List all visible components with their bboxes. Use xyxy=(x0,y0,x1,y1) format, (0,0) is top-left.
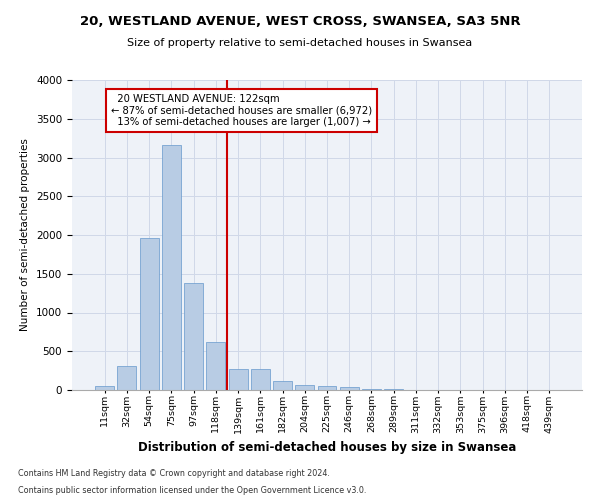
Bar xyxy=(273,382,292,390)
Bar xyxy=(251,370,270,390)
Bar xyxy=(184,283,203,390)
Text: Contains HM Land Registry data © Crown copyright and database right 2024.: Contains HM Land Registry data © Crown c… xyxy=(18,468,330,477)
Bar xyxy=(340,387,359,390)
Bar xyxy=(362,388,381,390)
Text: 20, WESTLAND AVENUE, WEST CROSS, SWANSEA, SA3 5NR: 20, WESTLAND AVENUE, WEST CROSS, SWANSEA… xyxy=(80,15,520,28)
Bar xyxy=(295,384,314,390)
Bar xyxy=(140,238,158,390)
Bar xyxy=(118,366,136,390)
Bar xyxy=(95,386,114,390)
Text: 20 WESTLAND AVENUE: 122sqm
← 87% of semi-detached houses are smaller (6,972)
  1: 20 WESTLAND AVENUE: 122sqm ← 87% of semi… xyxy=(112,94,373,127)
Bar xyxy=(206,342,225,390)
Bar xyxy=(317,386,337,390)
Bar xyxy=(162,145,181,390)
Text: Contains public sector information licensed under the Open Government Licence v3: Contains public sector information licen… xyxy=(18,486,367,495)
Bar xyxy=(229,369,248,390)
Y-axis label: Number of semi-detached properties: Number of semi-detached properties xyxy=(20,138,31,332)
Text: Size of property relative to semi-detached houses in Swansea: Size of property relative to semi-detach… xyxy=(127,38,473,48)
X-axis label: Distribution of semi-detached houses by size in Swansea: Distribution of semi-detached houses by … xyxy=(138,441,516,454)
